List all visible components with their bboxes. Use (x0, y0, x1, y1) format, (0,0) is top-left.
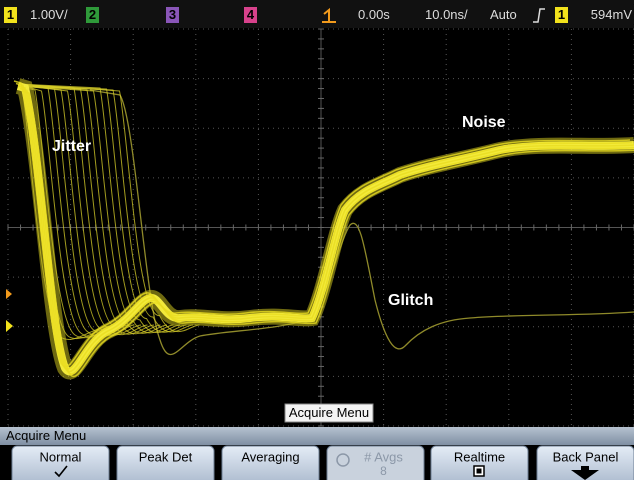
ch1-box (4, 7, 17, 23)
softkey (430, 445, 529, 480)
screen-menu-box (284, 403, 374, 423)
jitter-trace (17, 85, 174, 334)
jitter-trace (17, 84, 168, 334)
jitter-trace (17, 83, 181, 333)
rotary-icon (336, 453, 350, 467)
ch2-box (86, 7, 99, 23)
ch3: 3 (169, 7, 176, 22)
softkey (326, 445, 425, 480)
check-icon (54, 465, 68, 478)
noise-trace (15, 82, 633, 370)
ch1-scale: 1.00V/ (30, 7, 68, 22)
screen-menu-label: Acquire Menu (289, 405, 369, 420)
jitter-trace (17, 83, 142, 336)
softkey-label: Peak Det (139, 449, 193, 464)
annotation-jitter: Jitter (52, 138, 91, 155)
softkey-label: Averaging (241, 449, 299, 464)
menu-title-bar (0, 427, 634, 445)
ch4-box (244, 7, 257, 23)
trigger-mode: Auto (490, 7, 517, 22)
softkey (221, 445, 320, 480)
ch4: 4 (247, 7, 255, 22)
noise-trace (19, 87, 634, 375)
softkey-label: Back Panel (553, 449, 619, 464)
trigger-slope (533, 8, 545, 23)
menu-title: Acquire Menu (6, 428, 86, 443)
down-arrow (571, 466, 599, 480)
status-bar (0, 0, 634, 28)
ch2: 2 (89, 7, 96, 22)
softkey-label: # Avgs (364, 449, 403, 464)
annotation-glitch: Glitch (388, 292, 433, 309)
softkey-label: Realtime (454, 449, 505, 464)
ch1: 1 (7, 7, 14, 22)
softkey-value: 8 (380, 464, 387, 478)
softkey (11, 445, 110, 480)
ground-marker (6, 320, 13, 332)
trigger-marker (6, 289, 12, 299)
trigger-source: 1 (558, 7, 565, 22)
trigger-level: 594mV (591, 7, 633, 22)
trigger-position (322, 7, 336, 23)
realtime-icon-fill (476, 468, 482, 474)
softkey-label: Normal (40, 449, 82, 464)
jitter-trace (17, 83, 161, 335)
time-offset: 0.00s (358, 7, 390, 22)
annotation-noise: Noise (462, 114, 506, 131)
softkey (116, 445, 215, 480)
time-scale: 10.0ns/ (425, 7, 468, 22)
noise-trace (17, 85, 634, 372)
noise-trace (13, 80, 631, 367)
ch3-box (166, 7, 179, 23)
noise-trace (21, 90, 634, 377)
trigger-source-box (555, 7, 568, 23)
softkey (536, 445, 634, 480)
